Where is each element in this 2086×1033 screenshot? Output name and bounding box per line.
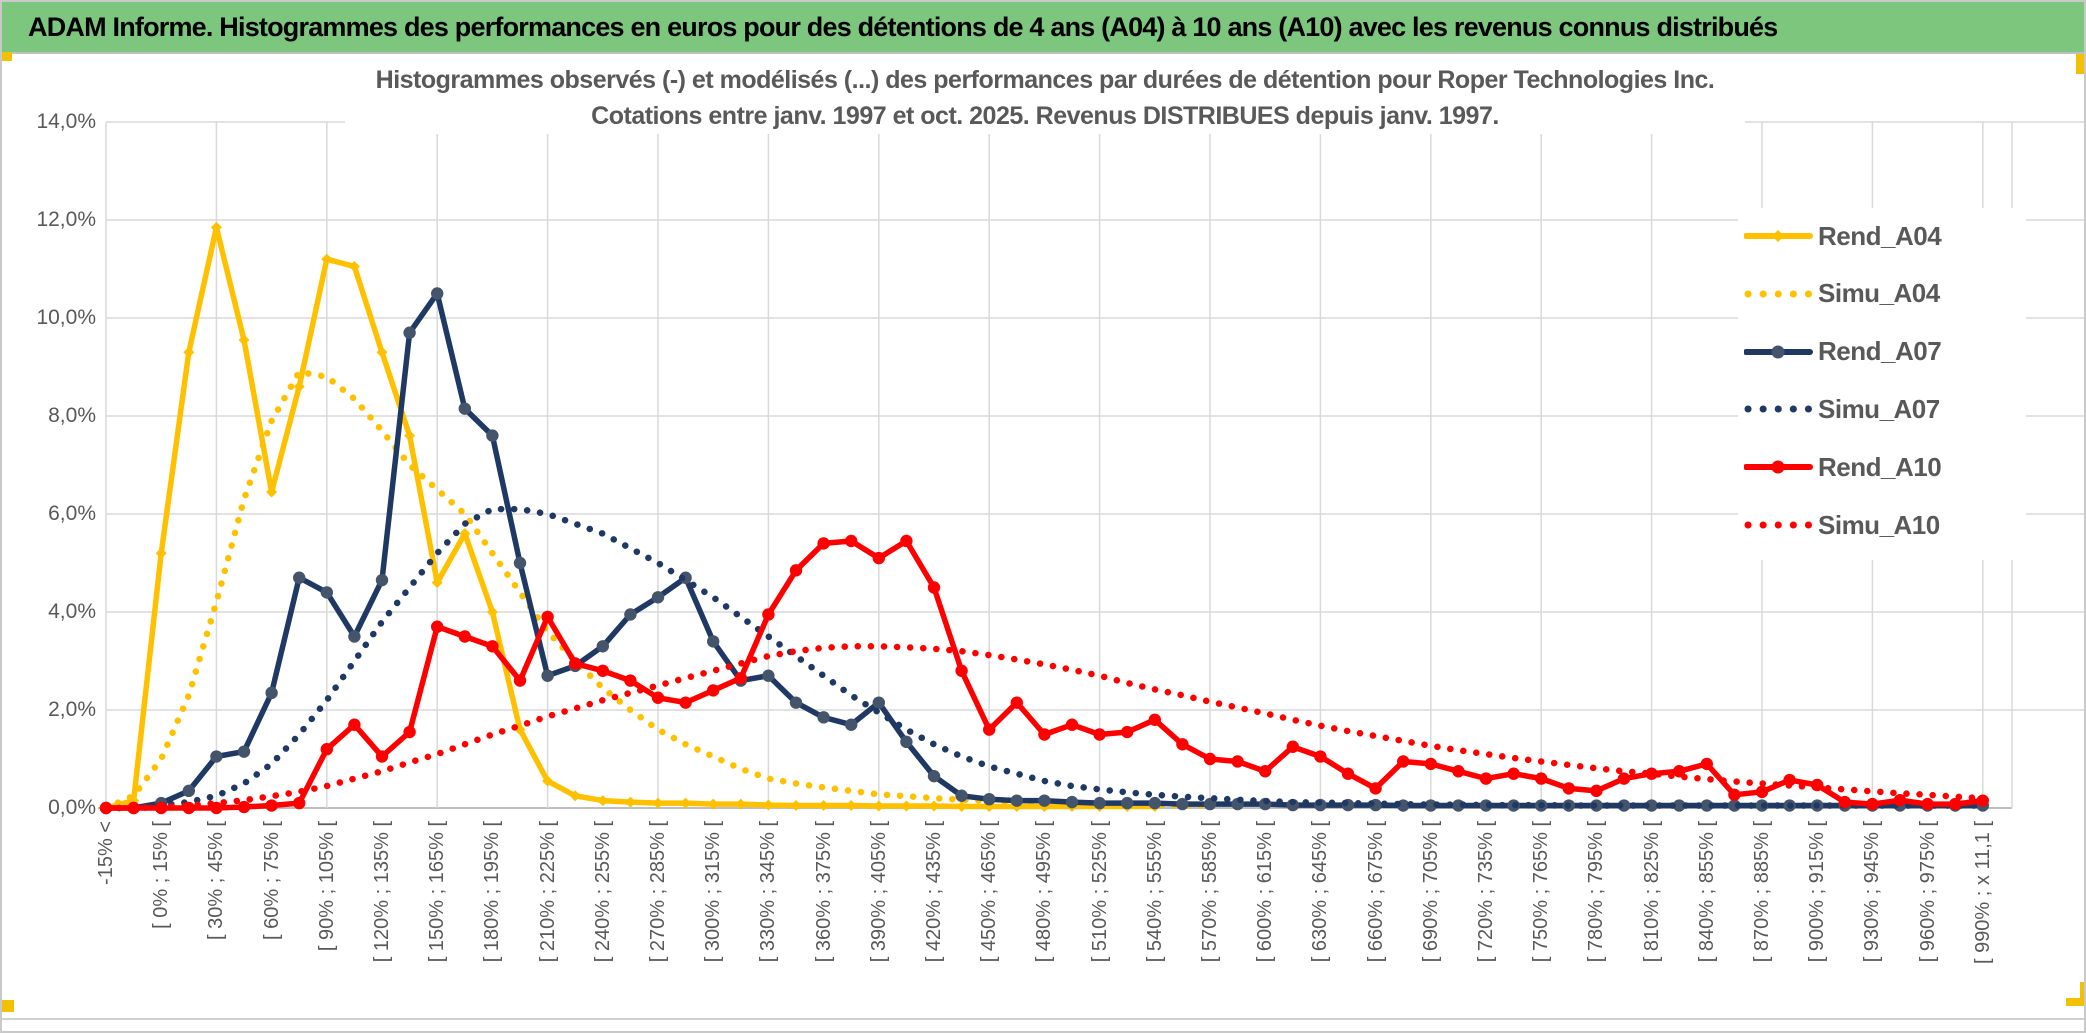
- legend-item-Rend_A04: Rend_A04: [1744, 219, 1942, 253]
- legend-item-Simu_A07: Simu_A07: [1744, 392, 1940, 426]
- x-axis-label: [ 210% ; 225% [: [536, 821, 559, 963]
- x-axis-label: [ 120% ; 135% [: [371, 821, 393, 963]
- x-axis-label: [ 480% ; 495% [: [1033, 821, 1056, 963]
- gold-border-accent: [2, 1000, 14, 1012]
- gold-border-accent: [2, 52, 12, 61]
- series-Rend_A04: [100, 221, 1161, 814]
- y-axis-label: 4,0%: [48, 600, 96, 623]
- x-axis-label: [ 180% ; 195% [: [481, 821, 504, 963]
- x-axis-label: [ 600% ; 615% [: [1254, 821, 1277, 963]
- x-axis-label: [ 630% ; 645% [: [1309, 821, 1332, 963]
- legend-item-Simu_A04: Simu_A04: [1744, 277, 1940, 311]
- legend-item-Simu_A10: Simu_A10: [1744, 508, 1940, 542]
- x-axis-label: [ 960% ; 975% [: [1916, 821, 1939, 963]
- chart-title-line2: Cotations entre janv. 1997 et oct. 2025.…: [591, 102, 1499, 130]
- x-axis-label: [ 570% ; 585% [: [1199, 821, 1221, 963]
- x-axis-label: [ 240% ; 255% [: [591, 821, 614, 963]
- y-axis-label: 0,0%: [48, 796, 96, 819]
- header-bar: ADAM Informe. Histogrammes des performan…: [2, 2, 2084, 54]
- chart-title: Histogrammes observés (-) et modélisés (…: [345, 62, 1745, 134]
- y-axis-label: 8,0%: [48, 404, 96, 427]
- x-axis-label: [ 420% ; 435% [: [923, 821, 945, 963]
- y-axis-label: 10,0%: [36, 306, 96, 329]
- legend-label-Rend_A10: Rend_A10: [1818, 451, 1942, 482]
- y-axis-label: 12,0%: [36, 208, 96, 231]
- x-axis-label: [ 930% ; 945% [: [1861, 821, 1884, 963]
- series-Simu_A07: [102, 505, 1987, 812]
- x-axis-label: [ 330% ; 345% [: [757, 821, 780, 963]
- x-axis-label: [ 750% ; 765% [: [1530, 821, 1553, 963]
- x-axis-label: [ 450% ; 465% [: [978, 821, 1001, 963]
- legend-item-Rend_A10: Rend_A10: [1744, 450, 1942, 484]
- x-axis-label: [ 660% ; 675% [: [1364, 821, 1387, 963]
- legend-swatch-Simu_A07: [1744, 405, 1814, 413]
- legend-swatch-Rend_A04: [1744, 230, 1813, 242]
- legend-label-Simu_A10: Simu_A10: [1818, 509, 1940, 540]
- x-axis-label: [ 150% ; 165% [: [426, 821, 449, 963]
- header-title: ADAM Informe. Histogrammes des performan…: [28, 11, 1778, 42]
- x-axis-label: [ 810% ; 825% [: [1640, 821, 1663, 963]
- chart-title-line1: Histogrammes observés (-) et modélisés (…: [375, 66, 1715, 94]
- x-axis-label: [ 780% ; 795% [: [1585, 821, 1608, 963]
- x-axis-label: [ 270% ; 285% [: [647, 821, 669, 963]
- x-axis-label: [ 390% ; 405% [: [867, 821, 890, 963]
- x-axis-label: [ 990% ; x 11,1 [: [1971, 821, 1994, 965]
- x-axis-label: [ 360% ; 375% [: [812, 821, 835, 963]
- y-axis-label: 6,0%: [48, 502, 96, 525]
- x-axis-label: [ 60% ; 75% [: [260, 821, 283, 940]
- x-axis-label: [ 0% ; 15% [: [150, 821, 173, 929]
- gold-border-accent: [2076, 54, 2084, 74]
- series-Rend_A07: [99, 287, 1990, 815]
- legend-swatch-Simu_A10: [1744, 521, 1814, 529]
- x-axis-label: [ 90% ; 105% [: [315, 821, 338, 952]
- x-axis-label: [ 870% ; 885% [: [1751, 821, 1773, 963]
- legend-item-Rend_A07: Rend_A07: [1744, 335, 1942, 369]
- gold-border-accent: [2080, 982, 2084, 1006]
- chart-bottom-border: [2, 1018, 2084, 1020]
- x-axis-label: [ 30% ; 45% [: [205, 821, 228, 940]
- legend-swatch-Rend_A07: [1744, 345, 1813, 359]
- legend-swatch-Rend_A10: [1744, 460, 1813, 474]
- x-axis-label: [ 510% ; 525% [: [1088, 821, 1111, 963]
- y-axis-label: 2,0%: [48, 698, 96, 721]
- y-axis-label: 14,0%: [36, 110, 96, 133]
- chart-legend: Rend_A04 Simu_A04 Rend_A07 Simu_A07 Rend_A10…: [1738, 208, 2026, 560]
- legend-label-Rend_A07: Rend_A07: [1818, 336, 1942, 367]
- gold-border-accent: [2066, 998, 2084, 1006]
- x-axis-label: -15% <: [95, 821, 117, 885]
- series-Simu_A10: [102, 643, 1987, 812]
- x-axis-label: [ 900% ; 915% [: [1806, 821, 1829, 963]
- series-Simu_A04: [102, 368, 1214, 812]
- x-axis-label: [ 540% ; 555% [: [1143, 821, 1166, 963]
- legend-label-Rend_A04: Rend_A04: [1818, 220, 1942, 251]
- legend-swatch-Simu_A04: [1744, 290, 1814, 298]
- x-axis-label: [ 690% ; 705% [: [1419, 821, 1442, 963]
- x-axis-label: [ 720% ; 735% [: [1475, 821, 1497, 963]
- legend-label-Simu_A04: Simu_A04: [1818, 278, 1940, 309]
- x-axis-label: [ 840% ; 855% [: [1695, 821, 1718, 963]
- legend-label-Simu_A07: Simu_A07: [1818, 393, 1940, 424]
- x-axis-label: [ 300% ; 315% [: [702, 821, 725, 963]
